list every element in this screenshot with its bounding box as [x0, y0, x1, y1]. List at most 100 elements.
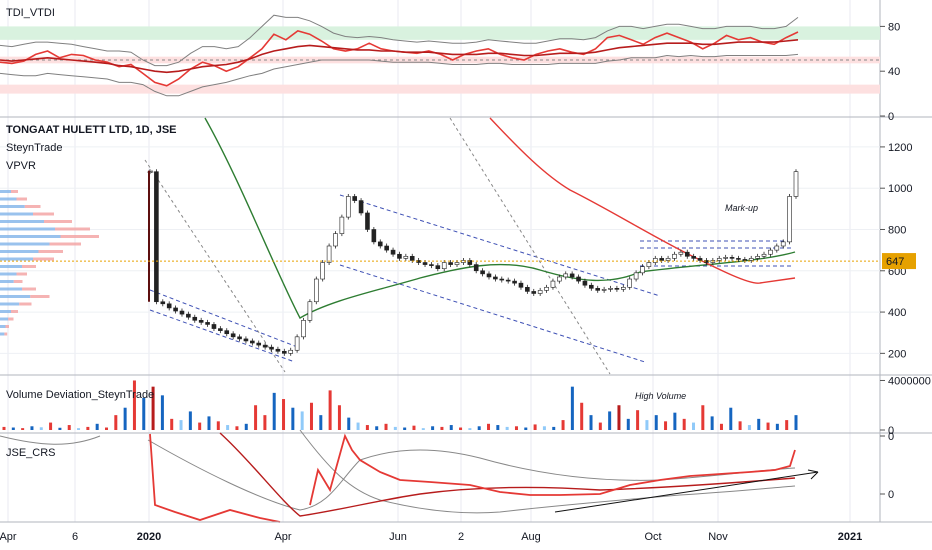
volume-bar [328, 390, 332, 430]
channel-line [149, 289, 301, 349]
candle-body [480, 270, 485, 275]
vpvr-bar [0, 250, 39, 253]
volume-bar [496, 425, 500, 430]
x-tick-label: Apr [0, 531, 17, 543]
vpvr-bar [16, 197, 27, 201]
volume-bar [449, 425, 453, 430]
vpvr-bar [0, 325, 6, 328]
candle-body [697, 258, 703, 261]
vpvr-bar [0, 302, 20, 306]
candle-body [518, 282, 524, 288]
candle-body [793, 171, 799, 197]
volume-bar [468, 428, 472, 430]
volume-bar [77, 428, 81, 430]
channel-line [339, 194, 661, 297]
x-tick-label: 2 [458, 531, 464, 543]
volume-bar [58, 427, 62, 430]
volume-bar [570, 386, 574, 430]
candle-body [505, 279, 511, 282]
volume-bar [356, 422, 360, 430]
price-y-tick-label: 200 [888, 348, 906, 360]
candle-body [224, 330, 230, 335]
volume-bar [365, 425, 369, 430]
volume-bar [67, 425, 71, 430]
volume-bar [114, 415, 118, 430]
volume-bar [701, 405, 705, 430]
volume-bar [95, 423, 99, 430]
volume-panel-title: Volume Deviation_SteynTrade [6, 389, 154, 401]
volume-bar [2, 426, 6, 430]
candle-body [787, 196, 792, 243]
tdi-series-line [0, 53, 799, 97]
volume-bar [216, 421, 220, 430]
candle-body [320, 262, 325, 280]
vpvr-bar [8, 317, 14, 321]
vpvr-bar [0, 332, 5, 336]
candle-body [237, 336, 242, 340]
volume-bar [21, 428, 25, 430]
x-tick-label: 6 [72, 531, 78, 543]
vpvr-bar [22, 265, 36, 268]
tdi-band [0, 84, 880, 94]
tdi-series-line [0, 14, 799, 67]
candle-body [422, 262, 428, 265]
volume-bar [30, 426, 34, 430]
candle-body [198, 320, 204, 323]
candle-body [531, 291, 537, 294]
vpvr-bar [0, 190, 11, 193]
vpvr-bar [0, 227, 55, 231]
crs-trend-arrow [554, 471, 819, 513]
crs-arrow-head [807, 469, 819, 480]
candle-body [307, 301, 313, 321]
candle-body [154, 171, 159, 303]
volume-bar [459, 427, 463, 430]
price-y-tick-label: 1200 [888, 142, 912, 154]
candle-body [409, 256, 415, 261]
volume-bar [747, 425, 751, 430]
vpvr-bar [24, 205, 41, 208]
volume-bar [132, 380, 136, 430]
volume-bar [142, 397, 146, 430]
vpvr-bar [0, 220, 44, 223]
candle-body [358, 200, 364, 214]
volume-bar [347, 417, 351, 430]
vpvr-bar [0, 197, 17, 201]
vpvr-bar [0, 280, 14, 283]
vpvr-bar [5, 325, 9, 328]
volume-bar [766, 422, 770, 430]
volume-bar [412, 425, 416, 430]
volume-bar [309, 402, 313, 430]
x-tick-label: 2020 [137, 531, 161, 543]
crs-y-tick-label: 0 [888, 431, 894, 443]
volume-bar [608, 411, 612, 430]
volume-bar [254, 405, 258, 430]
candle-body [729, 257, 735, 259]
vpvr-bar [33, 257, 54, 261]
volume-bar [542, 426, 546, 430]
last-price-badge [882, 253, 916, 270]
volume-bar [654, 415, 658, 430]
candle-body [441, 262, 447, 270]
crs-upper-band [0, 435, 796, 511]
candle-body [205, 322, 210, 325]
candle-body [211, 324, 217, 329]
x-tick-label: 2021 [838, 531, 862, 543]
candle-body [780, 241, 786, 247]
candle-body [173, 307, 178, 312]
candle-body [544, 286, 549, 291]
volume-y-tick-label: 4000000 [888, 375, 931, 387]
volume-bar [729, 407, 733, 430]
candle-body [467, 260, 473, 265]
vpvr-bar [0, 310, 11, 313]
volume-bar [170, 418, 174, 430]
price-panel-subtitle: SteynTrade [6, 142, 62, 154]
candle-body [262, 344, 268, 348]
candle-body [512, 280, 517, 284]
tdi-y-tick-label: 0 [888, 111, 894, 123]
candle-body [550, 280, 556, 288]
volume-bar [244, 423, 248, 430]
volume-bar [785, 420, 789, 430]
candle-body [582, 280, 588, 286]
candle-body [768, 249, 773, 255]
candle-body [563, 273, 569, 278]
